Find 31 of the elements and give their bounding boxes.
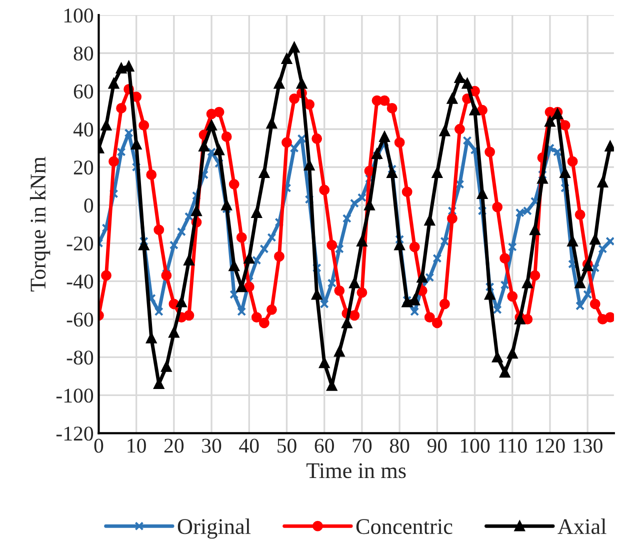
x-tick-label: 20 — [164, 438, 184, 453]
x-tick-label: 120 — [536, 438, 565, 453]
x-tick-label: 130 — [574, 438, 602, 453]
x-tick-label: 90 — [427, 438, 447, 453]
y-tick-label: -60 — [66, 312, 94, 327]
y-axis-title: Torque in kNm — [30, 156, 50, 292]
x-tick-label: 110 — [498, 438, 527, 453]
x-tick-label: 10 — [128, 438, 146, 453]
y-tick-label: 40 — [73, 122, 94, 137]
y-tick-label: 100 — [64, 8, 94, 23]
y-tick-label: 60 — [74, 84, 94, 99]
x-tick-label: 30 — [202, 438, 222, 453]
legend-label: Axial — [558, 518, 606, 534]
x-tick-label: 80 — [390, 438, 410, 453]
x-tick-label: 40 — [239, 438, 259, 453]
y-tick-label: 0 — [84, 198, 94, 213]
y-tick-label: -40 — [66, 274, 94, 289]
x-tick-label: 50 — [278, 438, 296, 453]
x-tick-label: 100 — [460, 438, 490, 453]
x-axis-title: Time in ms — [306, 463, 406, 478]
legend-label: Concentric — [356, 519, 452, 534]
x-tick-label: 70 — [352, 438, 372, 453]
y-tick-label: 80 — [74, 46, 94, 61]
x-tick-label: 60 — [314, 438, 334, 453]
legend-label: Original — [178, 518, 251, 539]
y-tick-label: -80 — [66, 350, 94, 365]
x-tick-label: 0 — [94, 438, 104, 453]
y-tick-label: -100 — [56, 388, 94, 403]
y-tick-label: -120 — [56, 426, 94, 441]
y-tick-label: -20 — [66, 236, 94, 251]
y-tick-label: 20 — [74, 160, 94, 175]
